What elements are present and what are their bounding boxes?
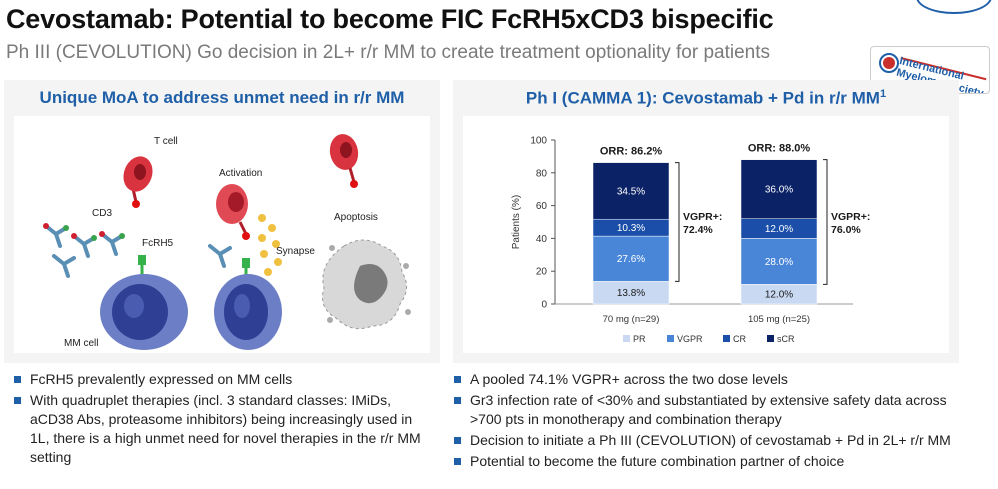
bar-value-label: 12.0% [765, 224, 793, 235]
vgpr-plus-label: VGPR+: [683, 211, 722, 223]
bar-value-label: 28.0% [765, 257, 793, 268]
t-cell-icon [123, 156, 153, 208]
moa-panel: Unique MoA to address unmet need in r/r … [4, 80, 440, 363]
legend-swatch-scr [767, 335, 774, 342]
mm-cell-icon [100, 274, 188, 350]
moa-diagram-area: T cell CD3 FcRH5 [14, 116, 430, 353]
y-tick-label: 80 [536, 168, 548, 179]
slide-title: Cevostamab: Potential to become FIC FcRH… [6, 4, 774, 34]
list-item: A pooled 74.1% VGPR+ across the two dose… [454, 370, 954, 389]
moa-panel-title: Unique MoA to address unmet need in r/r … [39, 88, 405, 107]
vgpr-plus-value: 72.4% [683, 224, 713, 236]
bar-value-label: 36.0% [765, 185, 793, 196]
legend-label: sCR [777, 334, 795, 344]
legend-label: VGPR [677, 334, 703, 344]
chart-area: 0 20 40 60 80 100 Patients (%) 13.8% 27.6% 10.3% 3… [463, 116, 949, 353]
activation-label: Activation [219, 168, 262, 179]
footnote-marker: 1 [879, 88, 887, 100]
y-tick-label: 0 [541, 300, 547, 311]
list-item: Decision to initiate a Ph III (CEVOLUTIO… [454, 431, 954, 450]
response-stacked-bar-chart: 0 20 40 60 80 100 Patients (%) 13.8% 27.6% 10.3% 3… [511, 136, 870, 345]
synapse-label: Synapse [276, 246, 315, 257]
t-cell-label: T cell [154, 136, 178, 147]
list-item: FcRH5 prevalently expressed on MM cells [14, 370, 434, 389]
bispecific-antibody-icon [44, 224, 124, 278]
y-tick-label: 20 [536, 267, 548, 278]
vgpr-bracket [823, 159, 828, 285]
bar-value-label: 12.0% [765, 290, 793, 301]
legend-label: CR [733, 334, 746, 344]
bar-segment-vgpr [592, 235, 670, 282]
moa-bullet-list: FcRH5 prevalently expressed on MM cells … [14, 370, 434, 469]
bispecific-antibody-icon-2 [208, 244, 232, 268]
globe-icon [879, 53, 899, 73]
mm-cell-icon-2 [214, 274, 282, 350]
x-category-label: 70 mg (n=29) [603, 314, 660, 325]
synapse-granules [258, 214, 282, 276]
bar-value-label: 27.6% [617, 254, 645, 265]
legend-label: PR [633, 334, 646, 344]
y-tick-label: 60 [536, 201, 548, 212]
y-tick-label: 40 [536, 234, 548, 245]
apoptotic-cell-icon [322, 239, 411, 330]
bar-value-label: 34.5% [617, 186, 645, 197]
x-category-label: 105 mg (n=25) [748, 314, 810, 325]
bar-value-label: 10.3% [617, 223, 645, 234]
orr-label: ORR: 88.0% [748, 143, 811, 155]
camma-title-text: Ph I (CAMMA 1): Cevostamab + Pd in r/r M… [525, 88, 880, 108]
cd3-label: CD3 [92, 208, 112, 219]
moa-diagram: T cell CD3 FcRH5 [43, 134, 411, 350]
fcrh5-receptor-icon [138, 255, 146, 276]
slide-subtitle: Ph III (CEVOLUTION) Go decision in 2L+ r… [6, 42, 770, 63]
mm-cell-label: MM cell [64, 338, 98, 349]
activated-t-cell-icon [216, 184, 250, 240]
list-item: With quadruplet therapies (incl. 3 stand… [14, 391, 434, 467]
brand-logo [916, 0, 992, 14]
bar-value-label: 13.8% [617, 288, 645, 299]
vgpr-plus-label: VGPR+: [831, 211, 870, 223]
orr-label: ORR: 86.2% [600, 146, 663, 158]
vgpr-plus-value: 76.0% [831, 224, 861, 236]
bar-segment-vgpr [740, 238, 818, 285]
legend-swatch-pr [623, 335, 630, 342]
antibody-tips [43, 223, 105, 239]
camma-panel: Ph I (CAMMA 1): Cevostamab + Pd in r/r M… [453, 80, 959, 363]
legend-swatch-cr [723, 335, 730, 342]
bar-segment-scr [740, 159, 818, 219]
list-item: Potential to become the future combinati… [454, 452, 954, 471]
t-cell-icon-3 [329, 134, 359, 188]
vgpr-bracket [675, 162, 680, 282]
y-tick-label: 100 [530, 136, 547, 147]
camma-panel-title: Ph I (CAMMA 1): Cevostamab + Pd in r/r M… [453, 88, 959, 109]
apoptosis-label: Apoptosis [334, 212, 378, 223]
bar-segment-scr [592, 162, 670, 220]
legend-swatch-vgpr [667, 335, 674, 342]
fcrh5-label: FcRH5 [142, 238, 174, 249]
camma-bullet-list: A pooled 74.1% VGPR+ across the two dose… [454, 370, 954, 473]
list-item: Gr3 infection rate of <30% and substanti… [454, 391, 954, 429]
y-axis-label: Patients (%) [511, 195, 522, 249]
